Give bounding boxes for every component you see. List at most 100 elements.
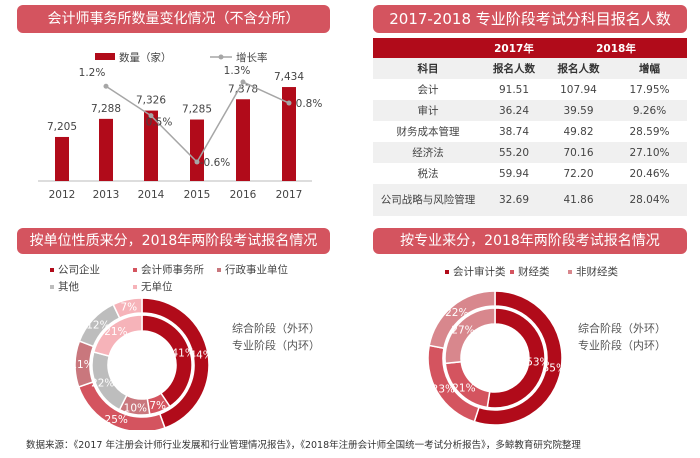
data-source-footer: 数据来源：《2017 年注册会计师行业发展和行业管理情况报告》，《2018年注册…	[26, 440, 581, 451]
table-row: 公司战略与风险管理 32.69 41.86 28.04%	[373, 184, 687, 216]
bar-2012	[55, 136, 69, 181]
table-title: 2017-2018 专业阶段考试分科目报名人数	[373, 5, 687, 33]
slice-label: 7%	[149, 400, 166, 412]
table-cell: 59.94	[498, 167, 530, 180]
table-cell: 32.69	[483, 184, 545, 216]
bar-chart-title: 会计师事务所数量变化情况（不含分所）	[17, 5, 330, 33]
table-row: 会计 91.51 107.94 17.95%	[373, 79, 687, 100]
slice-label: 22%	[91, 378, 114, 390]
slice-label: 41%	[171, 347, 194, 359]
col-header: 增幅	[612, 58, 687, 79]
subject-table: 2017年 2018年 科目 报名人数 报名人数 增幅 会计 91.51 107.94 17.…	[373, 38, 687, 216]
legend-swatch	[568, 270, 572, 274]
bar-2015	[190, 119, 204, 181]
legend-item: 会计师事务所	[133, 262, 204, 277]
table-cell: 9.26%	[612, 100, 687, 121]
slice-label: 44%	[189, 350, 212, 362]
legend-swatch	[217, 268, 221, 272]
group-header: 2017年	[483, 38, 545, 58]
legend-label: 会计师事务所	[141, 264, 204, 276]
growth-label: 1.2%	[79, 67, 106, 79]
legend-label: 增长率	[236, 51, 268, 64]
growth-point	[240, 79, 246, 85]
slice-label: 21%	[104, 326, 127, 338]
legend-marker	[218, 54, 224, 60]
table-cell: 20.46%	[629, 167, 670, 180]
slice-label: 22%	[445, 307, 468, 319]
donut-chart-major: 55% 23% 22% 53% 21% 27%	[427, 290, 566, 426]
bar-2017	[282, 87, 296, 181]
legend-label: 非财经类	[576, 266, 618, 278]
slice-label: 21%	[452, 383, 475, 395]
group-header	[373, 38, 483, 58]
table-cell: 49.82	[563, 125, 594, 138]
slice-label: 12%	[86, 319, 109, 331]
bar-label: 7,326	[136, 95, 166, 107]
table-cell: 72.20	[563, 167, 594, 180]
table-cell: 107.94	[560, 83, 597, 96]
group-header: 2018年	[545, 38, 687, 58]
slice-label: 25%	[105, 414, 128, 426]
bar-label: 7,285	[182, 104, 212, 116]
outer-slice-无单位	[112, 297, 143, 320]
table-cell: 70.16	[545, 142, 612, 163]
table-cell: 公司战略与风险管理	[373, 184, 483, 216]
legend-swatch	[50, 285, 54, 289]
legend-item: 行政事业单位	[217, 262, 288, 277]
slice-label: 53%	[526, 356, 549, 368]
slice-label: 7%	[120, 301, 137, 313]
legend-item: 财经类	[510, 264, 550, 279]
growth-label: 1.3%	[224, 65, 251, 77]
bar-label: 7,288	[91, 103, 121, 115]
table-cell: 55.20	[483, 142, 545, 163]
legend-swatch	[50, 268, 54, 272]
x-tick-label: 2014	[138, 189, 165, 201]
table-cell: 38.74	[498, 125, 530, 138]
x-tick-label: 2013	[93, 189, 120, 201]
growth-point	[286, 100, 292, 106]
slice-label: 11%	[70, 359, 93, 371]
x-tick-label: 2016	[230, 189, 257, 201]
ring-labels: 综合阶段（外环） 专业阶段（内环）	[578, 322, 666, 352]
legend-swatch	[133, 268, 137, 272]
table-cell: 税法	[417, 168, 439, 180]
col-header: 报名人数	[545, 58, 612, 79]
legend-swatch	[133, 285, 137, 289]
x-tick-label: 2017	[276, 189, 303, 201]
table-row: 财务成本管理 38.74 49.82 28.59%	[373, 121, 687, 142]
donut2-title: 按专业来分，2018年两阶段考试报名情况	[373, 228, 687, 254]
legend-label: 财经类	[518, 266, 550, 278]
growth-label: 0.8%	[296, 98, 323, 110]
bar-line-chart: 数量（家） 增长率 7,205 2012 7,288 2013 7,326 2014 7,285…	[38, 51, 323, 201]
bar-label: 7,378	[228, 83, 258, 95]
bar-label: 7,434	[274, 71, 304, 83]
table-cell: 91.51	[498, 83, 530, 96]
table-cell: 经济法	[373, 142, 483, 163]
legend-item: 其他	[50, 279, 79, 294]
inner-slice-非财经类	[444, 307, 496, 365]
ring-labels: 综合阶段（外环） 专业阶段（内环）	[232, 322, 320, 352]
legend-label: 无单位	[141, 281, 173, 293]
table-cell: 会计	[417, 84, 439, 96]
slice-label: 23%	[432, 384, 455, 396]
legend-label: 公司企业	[58, 264, 100, 276]
donut-chart-unit: 44%25%11%12%7%41%7%10%22%21%	[70, 297, 213, 430]
bar-2014	[144, 110, 158, 181]
bar-2016	[236, 99, 250, 181]
outer-slice-非财经类	[428, 290, 496, 350]
table-cell: 28.04%	[612, 184, 687, 216]
inner-slice-无单位	[92, 314, 143, 358]
table-cell: 41.86	[545, 184, 612, 216]
table-cell: 17.95%	[629, 83, 670, 96]
legend-item: 公司企业	[50, 262, 100, 277]
bar-label: 7,205	[47, 121, 77, 133]
bar-2013	[99, 118, 113, 181]
legend-label: 会计审计类	[453, 266, 506, 278]
legend-swatch	[445, 270, 449, 274]
growth-point	[148, 113, 154, 119]
table-row: 经济法 55.20 70.16 27.10%	[373, 142, 687, 163]
legend-item: 无单位	[133, 279, 173, 294]
growth-label: -0.6%	[200, 157, 230, 169]
legend-swatch-bar	[95, 53, 115, 60]
slice-label: 27%	[451, 324, 474, 336]
